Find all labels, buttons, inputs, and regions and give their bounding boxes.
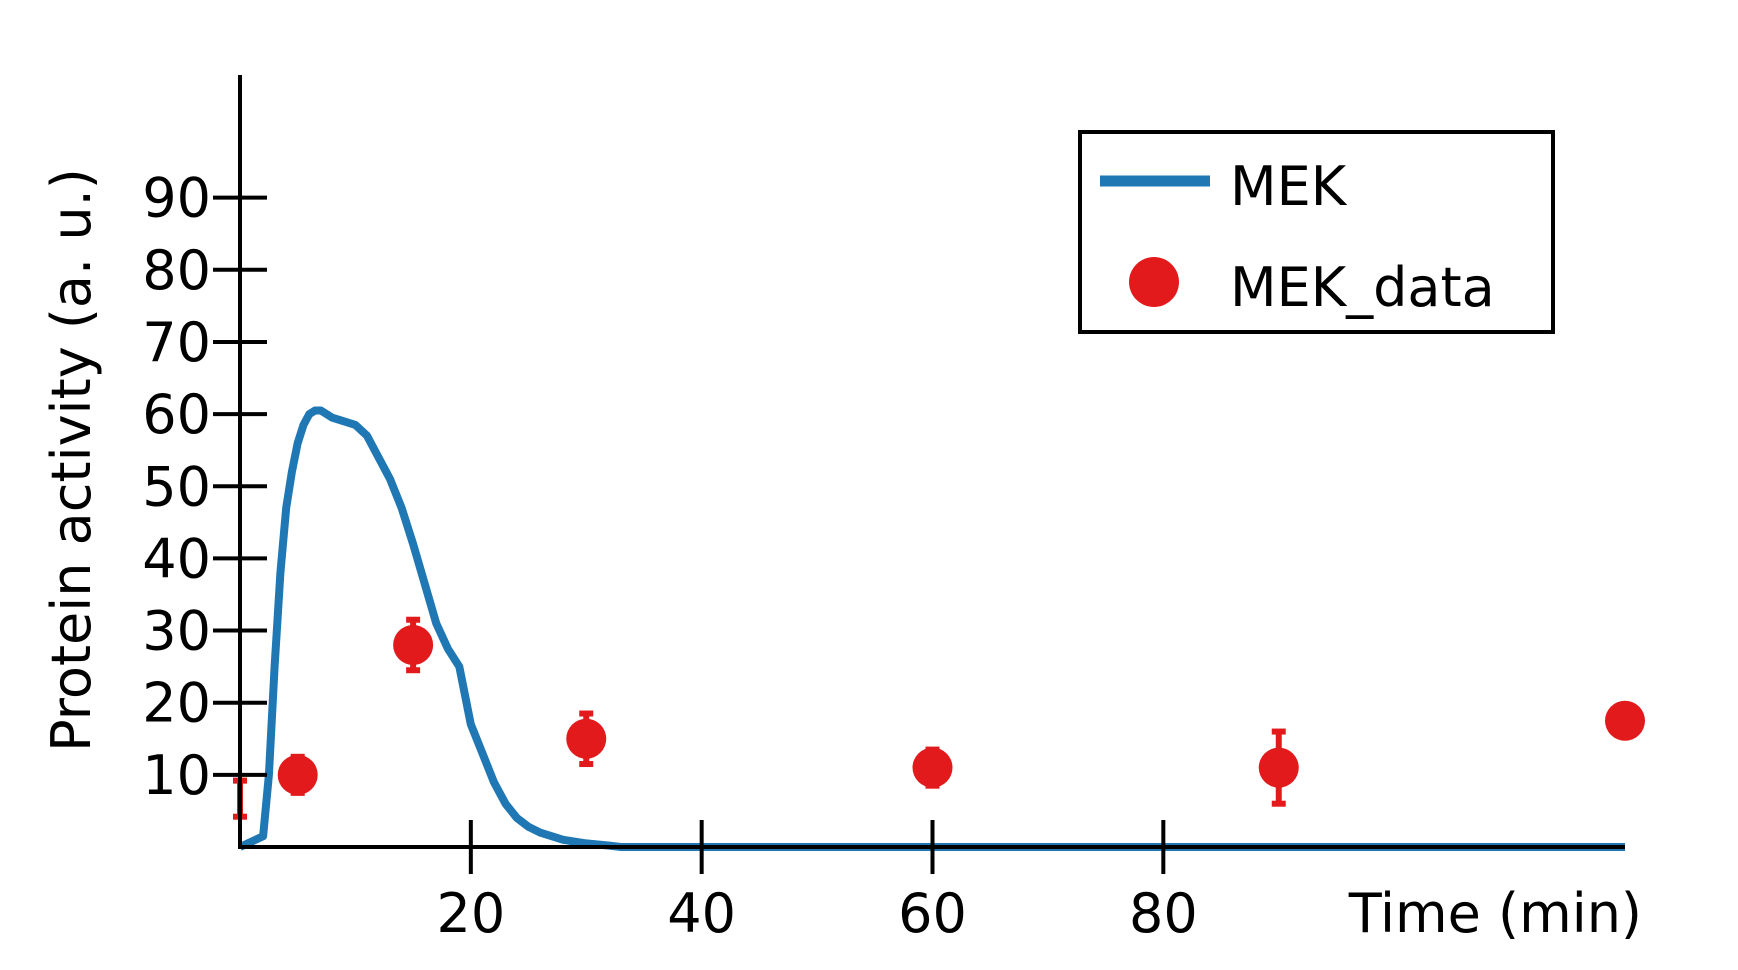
data-point-mek-data <box>277 753 318 796</box>
y-ticks: 10 20 30 40 50 60 70 80 90 <box>142 167 267 807</box>
data-point-marker <box>912 747 953 788</box>
legend-marker-mek-data <box>1129 257 1179 307</box>
y-tick-label: 40 <box>142 527 211 590</box>
data-point-mek-data <box>393 616 434 674</box>
legend: MEK MEK_data <box>1078 130 1555 334</box>
y-tick-label: 70 <box>142 311 211 374</box>
y-tick-label: 30 <box>142 600 211 663</box>
x-tick-label: 80 <box>1129 882 1198 945</box>
data-point-mek-data <box>1258 728 1299 807</box>
data-point-mek-data <box>1605 700 1645 741</box>
y-tick-label: 50 <box>142 455 211 518</box>
x-tick-label: 40 <box>667 882 736 945</box>
y-tick-label: 90 <box>142 167 211 230</box>
y-tick-label: 60 <box>142 383 211 446</box>
x-ticks: 20 40 60 80 <box>436 820 1198 945</box>
x-axis-label: Time (min) <box>1348 882 1642 945</box>
y-tick-label: 20 <box>142 672 211 735</box>
series-line-mek <box>238 406 1625 851</box>
data-point-marker <box>393 624 434 665</box>
y-axis-label: Protein activity (a. u.) <box>40 168 103 752</box>
data-point-marker <box>566 718 607 759</box>
legend-label-mek-data: MEK_data <box>1230 256 1495 319</box>
data-point-mek-data <box>912 746 953 789</box>
axes: 10 20 30 40 50 60 70 80 90 20 40 60 80 Protein acti… <box>40 75 1642 945</box>
data-point-mek-data <box>566 710 607 768</box>
data-point-marker <box>277 754 318 795</box>
y-tick-label: 10 <box>142 744 211 807</box>
y-tick-label: 80 <box>142 239 211 302</box>
x-tick-label: 20 <box>436 882 505 945</box>
legend-label-mek: MEK <box>1230 155 1348 218</box>
x-tick-label: 60 <box>898 882 967 945</box>
data-point-marker <box>1258 747 1299 788</box>
series-layer <box>233 406 1645 851</box>
data-point-marker <box>1605 700 1645 741</box>
